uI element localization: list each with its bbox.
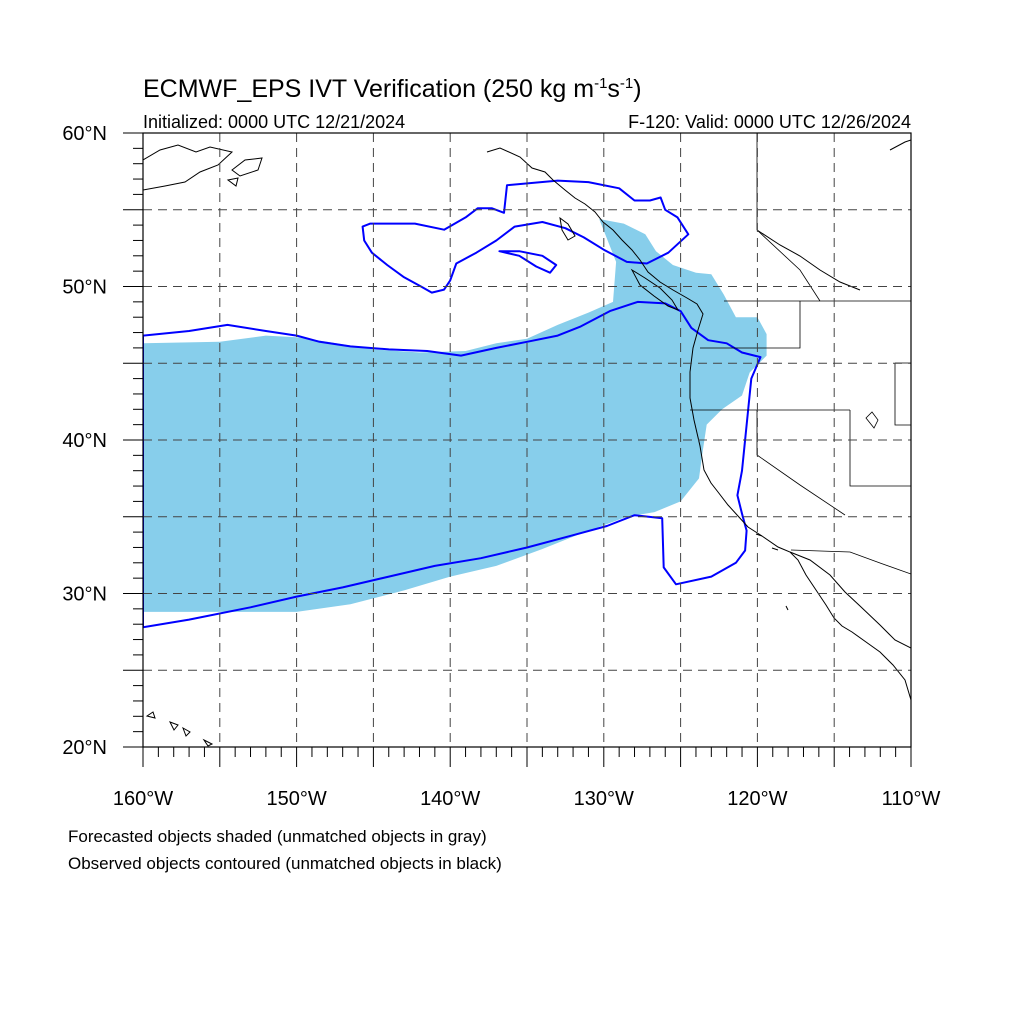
longitude-tick-label: 140°W [420, 788, 480, 810]
latitude-tick-label: 40°N [62, 430, 107, 452]
lat-lon-gridlines [143, 133, 911, 747]
latitude-tick-label: 60°N [62, 123, 107, 145]
subtitle-initialized: Initialized: 0000 UTC 12/21/2024 [143, 112, 405, 132]
channel-islands [755, 533, 789, 611]
observed-ivt-object-contour [498, 250, 558, 274]
latitude-tick-label: 50°N [62, 277, 107, 299]
title-sup2: -1 [620, 75, 633, 92]
hawaiian-islands [145, 711, 214, 747]
latitude-tick-label: 20°N [62, 737, 107, 759]
latitude-tick-label: 30°N [62, 584, 107, 606]
map-plot-area [143, 133, 911, 747]
longitude-labels: 160°W 150°W 140°W 130°W 120°W 110°W [113, 788, 941, 810]
longitude-tick-label: 130°W [574, 788, 634, 810]
hudson-coast-fragment [889, 139, 911, 151]
us-mexico-border [790, 549, 911, 575]
north-america-coastline [486, 147, 911, 701]
subtitle-valid-time: F-120: Valid: 0000 UTC 12/26/2024 [628, 112, 911, 132]
observed-ivt-object-contour [143, 300, 762, 629]
nevada-california-border [756, 410, 846, 516]
baja-peninsula-coastline [789, 551, 911, 649]
vancouver-island-coastline [630, 268, 680, 312]
title-mid: s [607, 75, 620, 103]
observed-objects-layer [143, 179, 762, 629]
axis-ticks [123, 132, 912, 767]
longitude-tick-label: 110°W [882, 788, 941, 810]
forecast-ivt-object-shaded [143, 219, 767, 612]
title-end: ) [633, 75, 641, 103]
idaho-nevada-utah-border [849, 410, 911, 487]
observed-ivt-object-contour [361, 179, 690, 294]
alberta-montana-line [756, 229, 821, 302]
caption-forecast: Forecasted objects shaded (unmatched obj… [68, 827, 487, 846]
haida-gwaii-coastline [559, 216, 576, 241]
longitude-tick-label: 120°W [727, 788, 787, 810]
alaska-coastline [143, 144, 234, 191]
caption-observed: Observed objects contoured (unmatched ob… [68, 854, 502, 873]
longitude-tick-label: 160°W [113, 788, 173, 810]
title-main: ECMWF_EPS IVT Verification (250 kg m [143, 75, 594, 103]
figure-title: ECMWF_EPS IVT Verification (250 kg m-1s-… [143, 75, 642, 103]
coastline-layer [143, 139, 911, 747]
canada-interior-coastline [756, 229, 861, 291]
great-salt-lake [865, 411, 879, 429]
wyoming-utah-border [894, 362, 911, 426]
longitude-tick-label: 150°W [266, 788, 326, 810]
latitude-labels: 60°N 50°N 40°N 30°N 20°N [62, 123, 107, 759]
title-sup1: -1 [594, 75, 607, 92]
oregon-washington-border [700, 301, 801, 349]
southeast-alaska-islands [226, 157, 263, 187]
